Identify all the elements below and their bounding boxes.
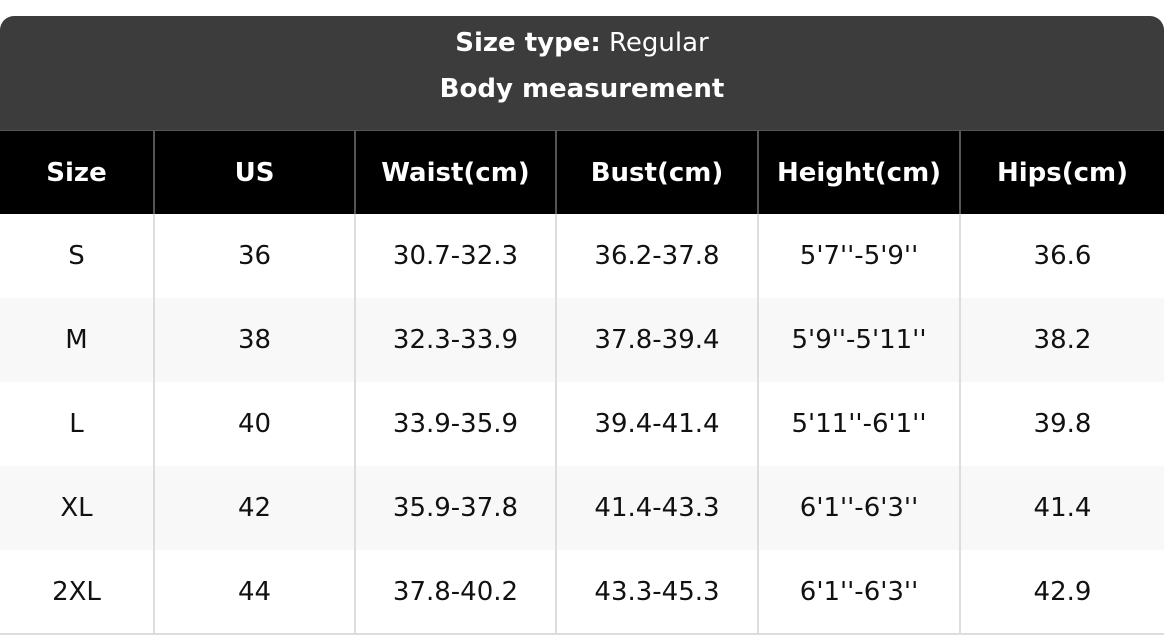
table-cell: 39.4-41.4 — [557, 382, 759, 466]
table-cell: 36.2-37.8 — [557, 214, 759, 298]
table-cell: 35.9-37.8 — [356, 466, 557, 550]
table-cell: 41.4-43.3 — [557, 466, 759, 550]
size-chart: Size type: Regular Body measurement Size… — [0, 16, 1164, 635]
table-cell: 37.8-39.4 — [557, 298, 759, 382]
size-type-label: Size type: — [455, 28, 601, 58]
table-cell: 43.3-45.3 — [557, 550, 759, 633]
table-cell: 39.8 — [1033, 409, 1092, 439]
table-cell: 41.4 — [961, 466, 1164, 550]
table-cell: 42.9 — [1033, 577, 1092, 607]
table-cell: 30.7-32.3 — [356, 214, 557, 298]
table-cell: S — [0, 214, 155, 298]
table-cell: 37.8-40.2 — [356, 550, 557, 633]
size-table: Size US Waist(cm) Bust(cm) Height(cm) Hips(cm… — [0, 130, 1164, 633]
table-cell: 5'11''-6'1'' — [759, 382, 961, 466]
table-cell: 33.9-35.9 — [356, 382, 557, 466]
table-cell: 6'1''-6'3'' — [759, 466, 961, 550]
table-cell: 5'7''-5'9'' — [759, 214, 961, 298]
subtitle: Body measurement — [439, 74, 725, 104]
table-cell: XL — [0, 466, 155, 550]
column-header: Hips(cm) — [961, 130, 1164, 214]
column-header: Waist(cm) — [356, 130, 557, 214]
column-header: US — [155, 130, 356, 214]
table-cell: 38.2 — [961, 298, 1164, 382]
table-cell: L — [0, 382, 155, 466]
table-cell: 32.3-33.9 — [356, 298, 557, 382]
table-cell: 36.6 — [1033, 241, 1092, 271]
size-type-line: Size type: Regular — [0, 16, 1164, 72]
table-cell: 2XL — [0, 550, 155, 633]
table-cell: M — [0, 298, 155, 382]
table-cell: 6'1''-6'3'' — [759, 550, 961, 633]
size-type-value: Regular — [609, 28, 709, 58]
column-header: Height(cm) — [759, 130, 961, 214]
table-cell: 40 — [155, 382, 356, 466]
table-cell: 44 — [155, 550, 356, 633]
chart-header: Size type: Regular Body measurement — [0, 16, 1164, 130]
column-header: Size — [0, 130, 155, 214]
column-header: Bust(cm) — [557, 130, 759, 214]
table-cell: 38 — [155, 298, 356, 382]
table-cell: 36 — [155, 214, 356, 298]
table-cell: 42 — [155, 466, 356, 550]
table-cell: 5'9''-5'11'' — [759, 298, 961, 382]
